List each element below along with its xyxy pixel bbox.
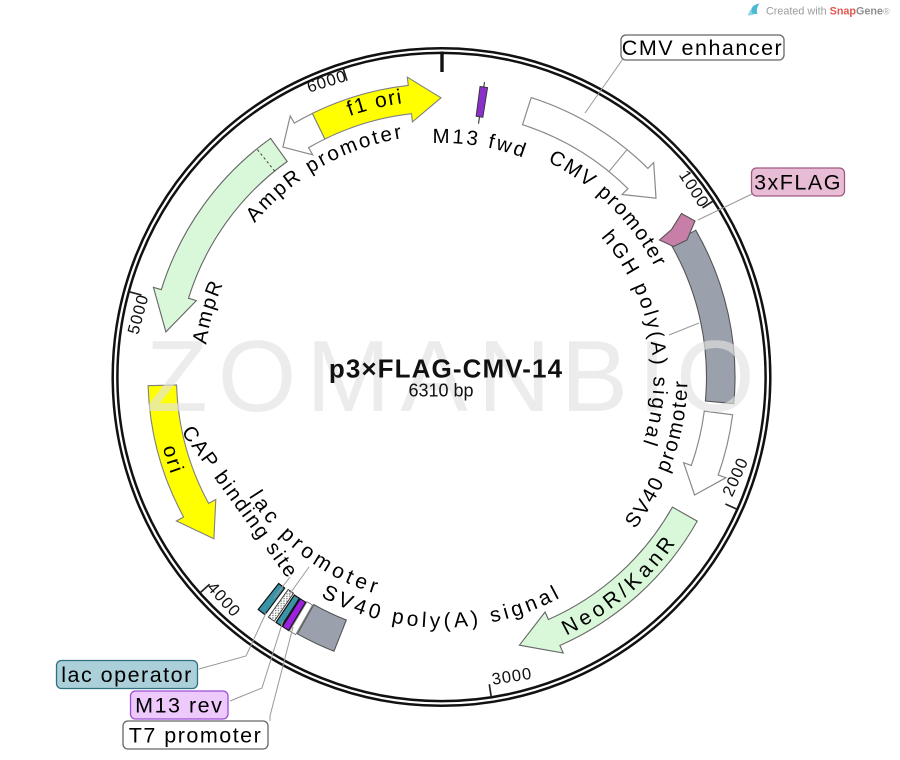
svg-text:Created with SnapGene®: Created with SnapGene® — [766, 6, 890, 18]
svg-text:lac operator: lac operator — [61, 663, 193, 687]
svg-text:T7 promoter: T7 promoter — [129, 724, 263, 748]
svg-text:p3×FLAG-CMV-14: p3×FLAG-CMV-14 — [329, 354, 563, 384]
svg-text:CMV enhancer: CMV enhancer — [622, 36, 783, 60]
svg-text:6310 bp: 6310 bp — [408, 381, 473, 401]
svg-text:M13 rev: M13 rev — [135, 694, 223, 718]
svg-text:ZOMANBIO: ZOMANBIO — [146, 321, 765, 433]
svg-text:3xFLAG: 3xFLAG — [754, 171, 842, 195]
